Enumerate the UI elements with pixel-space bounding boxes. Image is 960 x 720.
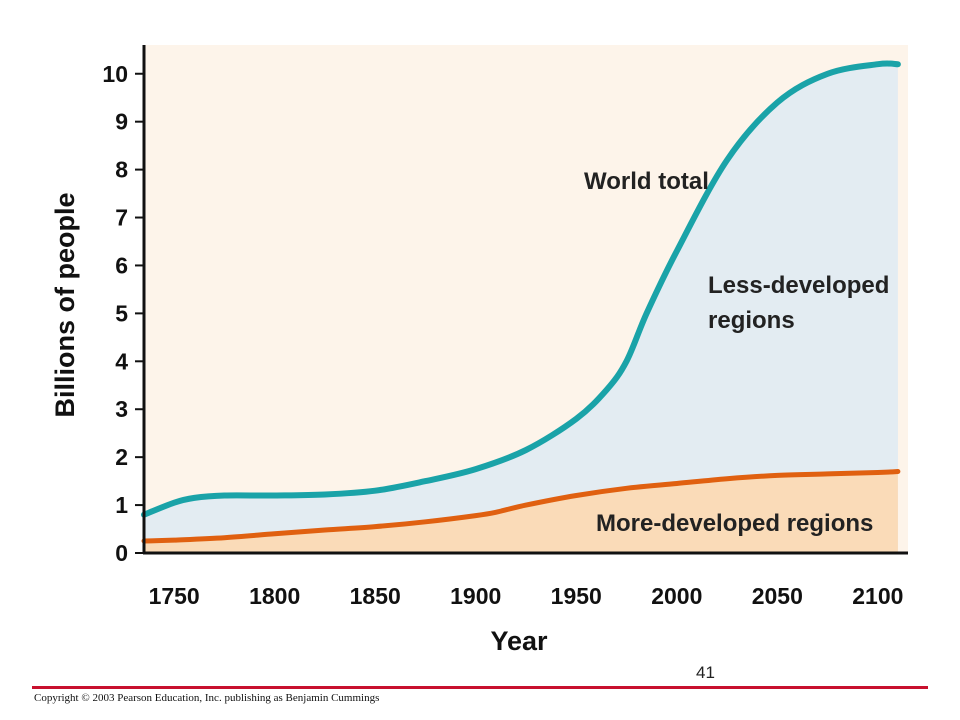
world-total-line	[141, 60, 901, 518]
more-developed-label: More-developed regions	[596, 510, 873, 537]
y-axis-title: Billions of people	[50, 192, 80, 417]
copyright-text: Copyright © 2003 Pearson Education, Inc.…	[34, 692, 380, 704]
y-tick-label: 5	[115, 300, 128, 326]
slide-number: 41	[696, 663, 715, 682]
x-tick-label: 1950	[551, 583, 602, 609]
y-tick-label: 1	[115, 492, 128, 518]
y-tick-label: 4	[115, 348, 128, 374]
y-tick-group: 0 1 2 3 4 5 6 7 8 9 10	[102, 61, 144, 566]
y-tick-label: 3	[115, 396, 128, 422]
x-tick-label: 2100	[852, 583, 903, 609]
less-developed-label-line2: regions	[708, 307, 795, 334]
y-tick-label: 7	[115, 205, 128, 231]
x-tick-label: 2050	[752, 583, 803, 609]
more-developed-area	[144, 471, 898, 553]
population-chart: 0 1 2 3 4 5 6 7 8 9 10 1750 1800 1850 1900 1950 2000 205…	[50, 45, 908, 656]
footer-rule	[32, 686, 928, 689]
less-developed-area	[144, 63, 898, 553]
less-developed-label-line1: Less-developed	[708, 272, 889, 299]
y-tick-label: 9	[115, 109, 128, 135]
x-tick-label: 1750	[149, 583, 200, 609]
x-tick-label: 1900	[450, 583, 501, 609]
x-tick-label: 1800	[249, 583, 300, 609]
x-tick-label: 2000	[651, 583, 702, 609]
x-tick-group: 1750 1800 1850 1900 1950 2000 2050 2100	[149, 583, 904, 609]
x-tick-label: 1850	[350, 583, 401, 609]
y-tick-label: 6	[115, 252, 128, 278]
world-total-label: World total	[584, 168, 709, 195]
y-tick-label: 0	[115, 540, 128, 566]
y-tick-label: 10	[102, 61, 128, 87]
y-tick-label: 8	[115, 157, 128, 183]
y-tick-label: 2	[115, 444, 128, 470]
more-developed-line	[141, 469, 901, 544]
x-axis-title: Year	[490, 626, 548, 656]
